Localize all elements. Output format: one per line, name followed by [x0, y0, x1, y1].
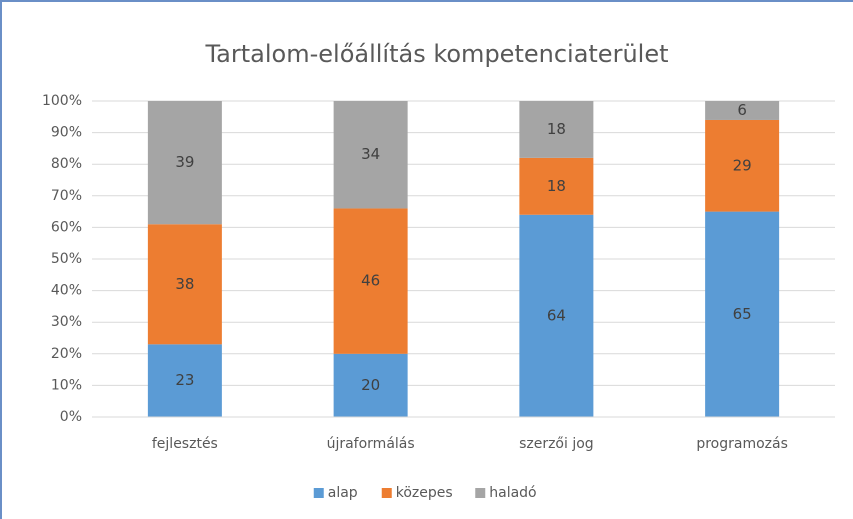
x-tick-label: programozás — [696, 436, 788, 452]
bar-segment — [705, 101, 780, 120]
bar-segment — [147, 224, 222, 345]
bar-segment — [519, 214, 594, 417]
data-label: 20 — [361, 376, 380, 394]
y-tick-label: 0% — [60, 409, 82, 425]
legend-swatch — [381, 488, 392, 498]
y-tick-label: 20% — [51, 346, 82, 362]
data-label: 34 — [361, 145, 380, 163]
bar-segment — [333, 101, 408, 209]
y-tick-label: 10% — [51, 377, 82, 393]
bar-segment — [333, 353, 408, 417]
x-tick-label: fejlesztés — [152, 436, 218, 452]
legend-label: haladó — [489, 485, 536, 501]
data-label: 18 — [547, 120, 566, 138]
data-label: 6 — [737, 101, 747, 119]
data-label: 18 — [547, 177, 566, 195]
y-tick-label: 30% — [51, 314, 82, 330]
data-label: 64 — [547, 306, 566, 324]
data-label: 46 — [361, 272, 380, 290]
x-tick-label: szerzői jog — [519, 436, 594, 452]
bar-segment — [519, 101, 594, 158]
bar-segment — [147, 344, 222, 417]
legend-swatch — [313, 488, 324, 498]
y-tick-label: 90% — [51, 125, 82, 141]
bar-segment — [147, 101, 222, 225]
legend-swatch — [475, 488, 486, 498]
data-label: 39 — [175, 153, 194, 171]
y-tick-label: 100% — [42, 93, 82, 109]
y-tick-label: 50% — [51, 251, 82, 267]
data-label: 23 — [175, 371, 194, 389]
y-tick-label: 70% — [51, 188, 82, 204]
y-tick-label: 80% — [51, 156, 82, 172]
bar-segment — [333, 208, 408, 354]
legend-label: alap — [328, 485, 358, 501]
bar-segment — [705, 211, 780, 417]
bar-segment — [705, 119, 780, 212]
y-tick-label: 60% — [51, 219, 82, 235]
y-tick-label: 40% — [51, 283, 82, 299]
data-label: 65 — [733, 305, 752, 323]
chart-title: Tartalom-előállítás kompetenciaterület — [204, 40, 668, 68]
x-tick-label: újraformálás — [327, 436, 415, 452]
data-label: 29 — [733, 156, 752, 174]
legend-label: közepes — [396, 485, 453, 501]
data-label: 38 — [175, 275, 194, 293]
bar-segment — [519, 157, 594, 215]
